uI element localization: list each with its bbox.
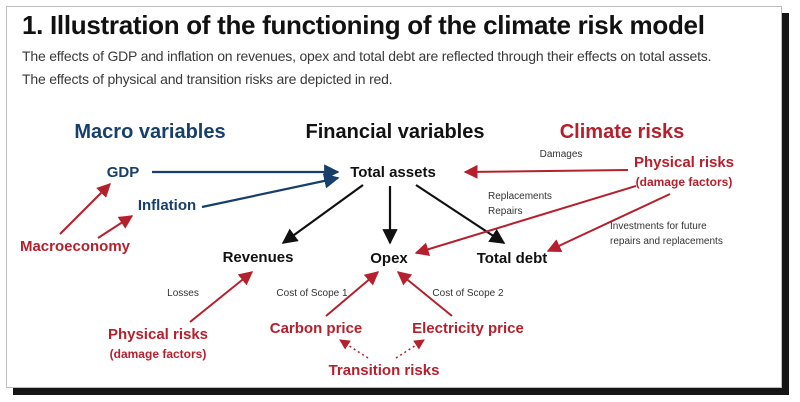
arrow-total-assets-to-total-debt bbox=[415, 184, 506, 244]
arrow-transition-to-carbon-price bbox=[339, 339, 369, 359]
edge-label-losses: Losses bbox=[167, 288, 199, 299]
arrow-total-assets-to-revenues bbox=[281, 184, 364, 244]
edge-label-investments-line-2: repairs and replacements bbox=[610, 236, 723, 247]
figure-frame bbox=[6, 6, 782, 388]
arrow-carbon-price-to-opex bbox=[325, 271, 380, 317]
node-opex: Opex bbox=[370, 250, 408, 267]
node-physical-risks-right: Physical risks bbox=[634, 154, 734, 171]
arrow-physical-risks-losses bbox=[189, 271, 254, 323]
node-total-assets: Total assets bbox=[350, 164, 436, 181]
header-financial-variables: Financial variables bbox=[306, 121, 485, 143]
node-macroeconomy: Macroeconomy bbox=[20, 238, 131, 255]
node-gdp: GDP bbox=[107, 164, 140, 181]
arrow-electricity-price-to-opex bbox=[396, 271, 453, 317]
node-physical-risks-right-sub: (damage factors) bbox=[636, 175, 733, 189]
node-total-debt: Total debt bbox=[477, 250, 548, 267]
node-electricity-price: Electricity price bbox=[412, 320, 524, 337]
arrow-macroeconomy-to-gdp bbox=[59, 183, 111, 235]
edge-label-investments-line-1: Investments for future bbox=[610, 221, 707, 232]
node-carbon-price: Carbon price bbox=[270, 320, 363, 337]
node-physical-risks-left-sub: (damage factors) bbox=[110, 347, 207, 361]
node-transition-risks: Transition risks bbox=[329, 362, 440, 379]
arrow-macroeconomy-to-inflation bbox=[97, 215, 134, 239]
arrow-physical-risks-investments bbox=[546, 193, 671, 253]
figure-subtitle-line-2: The effects of physical and transition r… bbox=[22, 71, 393, 87]
edge-label-replacements: Replacements bbox=[488, 191, 552, 202]
edge-label-repairs: Repairs bbox=[488, 206, 522, 217]
node-inflation: Inflation bbox=[138, 197, 196, 214]
figure-title: 1. Illustration of the functioning of th… bbox=[22, 10, 705, 40]
edge-label-cost-scope-1: Cost of Scope 1 bbox=[276, 288, 348, 299]
edge-label-damages: Damages bbox=[540, 149, 583, 160]
arrow-inflation-to-total-assets bbox=[201, 173, 340, 209]
node-physical-risks-left: Physical risks bbox=[108, 326, 208, 343]
header-macro-variables: Macro variables bbox=[74, 121, 225, 143]
arrow-physical-risks-replacements-repairs bbox=[414, 185, 637, 257]
edge-label-cost-scope-2: Cost of Scope 2 bbox=[432, 288, 504, 299]
arrow-transition-to-electricity-price bbox=[395, 339, 425, 359]
header-climate-risks: Climate risks bbox=[560, 121, 685, 143]
arrow-physical-risks-damages bbox=[463, 164, 629, 179]
figure-subtitle-line-1: The effects of GDP and inflation on reve… bbox=[22, 48, 712, 64]
node-revenues: Revenues bbox=[223, 249, 294, 266]
